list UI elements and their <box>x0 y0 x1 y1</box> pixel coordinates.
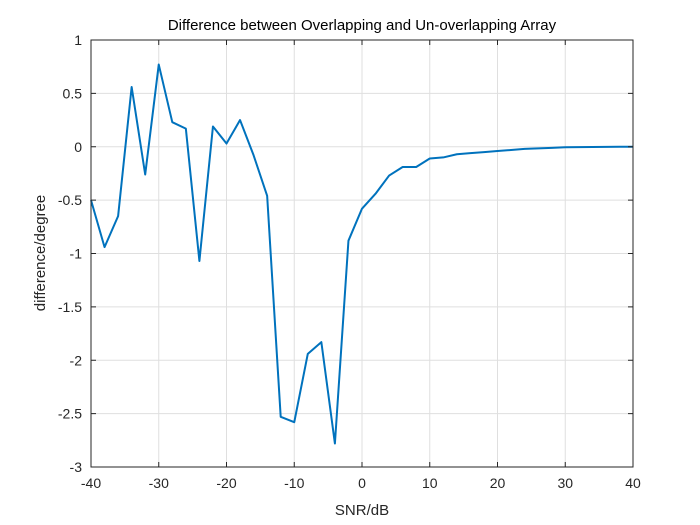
series-layer <box>90 63 633 445</box>
axis-ticks <box>90 39 634 468</box>
series-line <box>90 63 633 445</box>
x-tick-label: -20 <box>216 475 236 491</box>
x-tick-label: 40 <box>625 475 641 491</box>
y-tick-label: -2 <box>70 352 83 368</box>
y-tick-label: -0.5 <box>58 192 82 208</box>
x-tick-label: 10 <box>422 475 438 491</box>
x-axis-label: SNR/dB <box>335 502 389 519</box>
y-tick-label: -1 <box>70 246 83 262</box>
x-tick-label: 30 <box>557 475 573 491</box>
tick-labels: -40 -30 -20 -10 0 10 20 30 40 1 0.5 0 -0.5 -1 -1.5 -2 -2… <box>58 32 641 491</box>
y-tick-label: -1.5 <box>58 299 82 315</box>
x-tick-label: 20 <box>490 475 506 491</box>
chart-title: Difference between Overlapping and Un-ov… <box>168 17 557 34</box>
y-axis-label: difference/degree <box>32 195 49 311</box>
x-tick-label: 0 <box>358 475 366 491</box>
y-tick-label: 0 <box>74 139 82 155</box>
grid-lines <box>90 39 634 468</box>
y-tick-label: 1 <box>74 32 82 48</box>
y-tick-label: 0.5 <box>63 85 83 101</box>
x-tick-label: -10 <box>284 475 304 491</box>
x-tick-label: -40 <box>81 475 101 491</box>
x-tick-label: -30 <box>149 475 169 491</box>
y-tick-label: -2.5 <box>58 406 82 422</box>
y-tick-label: -3 <box>70 459 83 475</box>
